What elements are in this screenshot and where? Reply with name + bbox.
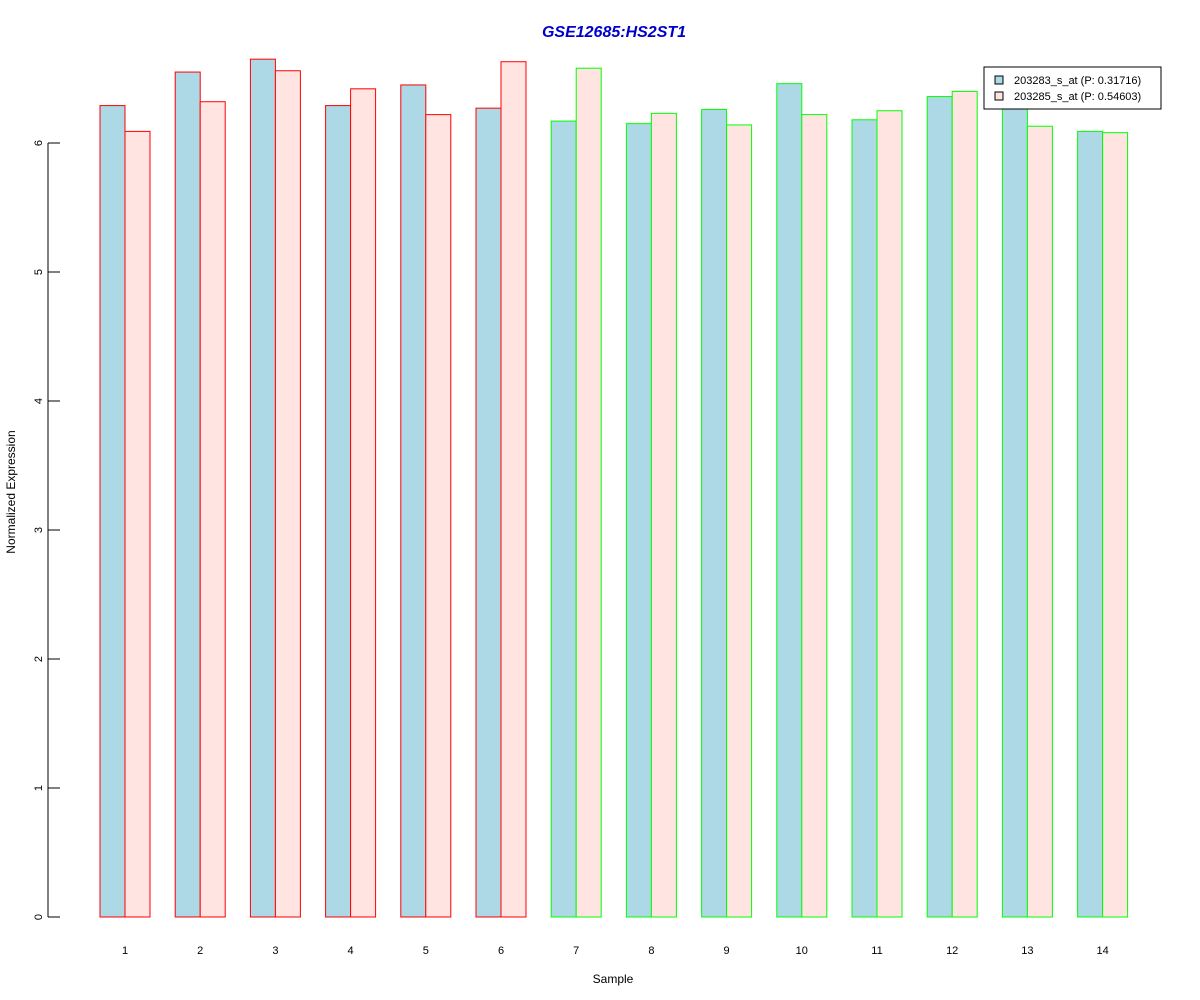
- bar: [174, 71, 201, 918]
- x-tick-label: 1: [122, 945, 128, 957]
- y-tick-label: 3: [33, 527, 45, 533]
- y-axis: 0 1 2 3 4 5 6: [33, 140, 60, 920]
- bar: [701, 108, 728, 918]
- legend-swatch: [994, 75, 1004, 85]
- legend-swatch: [994, 91, 1004, 101]
- legend: 203283_s_at (P: 0.31716) 203285_s_at (P:…: [983, 66, 1162, 110]
- bar: [199, 101, 226, 918]
- bar: [1001, 105, 1028, 918]
- x-tick-label: 3: [272, 945, 278, 957]
- bar: [1026, 125, 1053, 918]
- x-tick-label: 5: [423, 945, 429, 957]
- x-tick-labels: 1 2 3 4 5 6 7 8 9 10 11 12 13 14: [122, 945, 1109, 957]
- bar: [124, 130, 151, 918]
- bar: [851, 119, 878, 918]
- bars: [99, 58, 1129, 918]
- bar: [350, 88, 377, 918]
- x-tick-label: 2: [197, 945, 203, 957]
- bar: [400, 84, 427, 918]
- y-tick-label: 1: [33, 785, 45, 791]
- bar: [926, 96, 953, 918]
- bar: [1102, 132, 1129, 918]
- bar: [550, 120, 577, 918]
- bar: [1077, 130, 1104, 918]
- y-tick-label: 6: [33, 140, 45, 146]
- y-tick-label: 4: [33, 398, 45, 404]
- bar: [500, 61, 527, 918]
- x-tick-label: 10: [796, 945, 808, 957]
- bar: [625, 123, 652, 918]
- x-tick-label: 13: [1021, 945, 1033, 957]
- x-tick-label: 14: [1096, 945, 1108, 957]
- x-tick-label: 11: [871, 945, 882, 957]
- bar: [249, 58, 276, 918]
- x-axis-label: Sample: [593, 972, 634, 986]
- bar: [425, 114, 452, 918]
- bar: [99, 105, 126, 918]
- x-tick-label: 6: [498, 945, 504, 957]
- legend-box: [983, 66, 1162, 110]
- x-tick-label: 7: [573, 945, 579, 957]
- y-tick-label: 0: [33, 914, 45, 920]
- bar: [274, 70, 301, 918]
- x-tick-label: 9: [724, 945, 730, 957]
- chart-title: GSE12685:HS2ST1: [542, 24, 686, 41]
- y-tick-label: 5: [33, 269, 45, 275]
- x-tick-label: 4: [348, 945, 354, 957]
- bar: [876, 110, 903, 918]
- bar: [475, 107, 502, 918]
- bar: [650, 112, 677, 918]
- bar: [801, 114, 828, 918]
- x-tick-label: 8: [648, 945, 654, 957]
- x-tick-label: 12: [946, 945, 958, 957]
- bar: [776, 83, 803, 918]
- bar: [325, 105, 352, 918]
- bar: [951, 90, 978, 918]
- legend-label: 203283_s_at (P: 0.31716): [1014, 75, 1141, 87]
- bar: [726, 124, 753, 918]
- bar: [575, 67, 602, 918]
- y-tick-label: 2: [33, 656, 45, 662]
- legend-label: 203285_s_at (P: 0.54603): [1014, 91, 1141, 103]
- y-axis-label: Normalized Expression: [4, 430, 18, 553]
